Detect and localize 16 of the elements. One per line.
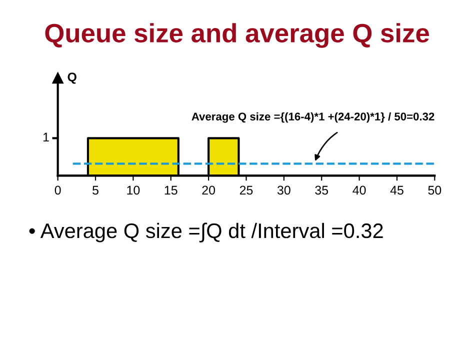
y-axis-title: Q [68,72,76,84]
x-tick-label: 0 [54,186,61,195]
text: • Average Q size =∫Q dt /Interval =0.32 [29,222,383,242]
chart-title: Queue size and average Q size [45,23,429,48]
x-tick-label: 5 [92,186,98,195]
x-tick-label: 50 [428,186,442,195]
x-tick-label: 15 [164,186,178,195]
x-tick-label: 35 [315,186,328,195]
x-tick-label: 20 [202,186,216,195]
text: 1 [43,132,49,142]
annotation: Average Q size ={(16-4)*1 +(24-20)*1} / 50=0.32 [192,112,434,123]
x-tick-label: 25 [240,186,253,195]
x-tick-label: 10 [127,186,140,195]
x-tick-label: 45 [390,186,404,195]
x-tick-label: 30 [277,186,290,195]
x-tick-label: 40 [352,186,366,195]
